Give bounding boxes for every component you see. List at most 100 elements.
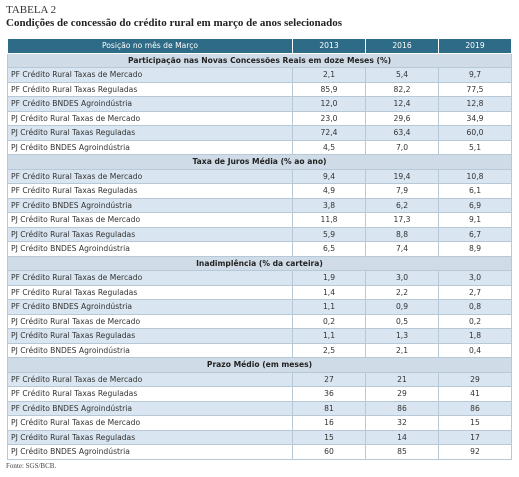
cell-value: 12,0 xyxy=(292,96,366,112)
row-label: PF Crédito Rural Taxas de Mercado xyxy=(7,168,293,184)
cell-value: 1,9 xyxy=(292,270,366,286)
source-note: Fonte: SGS/BCB. xyxy=(6,462,57,470)
cell-value: 12,8 xyxy=(438,96,512,112)
row-label: PJ Crédito BNDES Agroindústria xyxy=(7,342,293,358)
section-row: Participação nas Novas Concessões Reais … xyxy=(7,52,512,68)
data-row: PF Crédito BNDES Agroindústria 1,1 0,9 0,8 xyxy=(7,299,512,315)
table-title: Condições de concessão do crédito rural … xyxy=(6,17,343,29)
cell-value: 2,1 xyxy=(292,67,366,83)
cell-value: 92 xyxy=(438,444,512,460)
cell-value: 0,4 xyxy=(438,342,512,358)
row-label: PF Crédito Rural Taxas de Mercado xyxy=(7,67,293,83)
cell-value: 60 xyxy=(292,444,366,460)
section-title: Participação nas Novas Concessões Reais … xyxy=(7,52,512,68)
row-label: PJ Crédito Rural Taxas de Mercado xyxy=(7,212,293,228)
cell-value: 60,0 xyxy=(438,125,512,141)
section-title: Inadimplência (% da carteira) xyxy=(7,255,512,271)
cell-value: 6,1 xyxy=(438,183,512,199)
cell-value: 17 xyxy=(438,429,512,445)
row-label: PJ Crédito Rural Taxas de Mercado xyxy=(7,313,293,329)
cell-value: 81 xyxy=(292,400,366,416)
row-label: PF Crédito Rural Taxas Reguladas xyxy=(7,386,293,402)
data-row: PJ Crédito Rural Taxas de Mercado 23,0 29,… xyxy=(7,110,512,126)
cell-value: 9,7 xyxy=(438,67,512,83)
row-label: PF Crédito BNDES Agroindústria xyxy=(7,400,293,416)
cell-value: 12,4 xyxy=(365,96,439,112)
cell-value: 19,4 xyxy=(365,168,439,184)
column-header: Posição no mês de Março xyxy=(7,38,293,54)
cell-value: 29 xyxy=(365,386,439,402)
data-row: PF Crédito Rural Taxas de Mercado 2,1 5,4 9… xyxy=(7,67,512,83)
cell-value: 9,4 xyxy=(292,168,366,184)
data-row: PJ Crédito BNDES Agroindústria 6,5 7,4 8,9 xyxy=(7,241,512,257)
cell-value: 8,9 xyxy=(438,241,512,257)
data-row: PF Crédito BNDES Agroindústria 81 86 86 xyxy=(7,400,512,416)
cell-value: 0,8 xyxy=(438,299,512,315)
cell-value: 3,0 xyxy=(365,270,439,286)
cell-value: 2,5 xyxy=(292,342,366,358)
cell-value: 0,5 xyxy=(365,313,439,329)
data-row: PJ Crédito Rural Taxas de Mercado 0,2 0,5 0… xyxy=(7,313,512,329)
data-row: PJ Crédito Rural Taxas Reguladas 72,4 63,4… xyxy=(7,125,512,141)
row-label: PJ Crédito Rural Taxas Reguladas xyxy=(7,226,293,242)
cell-value: 7,4 xyxy=(365,241,439,257)
table-label: TABELA 2 xyxy=(6,4,57,16)
header-row: Posição no mês de Março 2013 2016 2019 xyxy=(7,38,512,54)
cell-value: 3,0 xyxy=(438,270,512,286)
data-row: PJ Crédito Rural Taxas Reguladas 1,1 1,3 1,… xyxy=(7,328,512,344)
column-header: 2013 xyxy=(292,38,366,54)
cell-value: 36 xyxy=(292,386,366,402)
column-header: 2019 xyxy=(438,38,512,54)
cell-value: 29,6 xyxy=(365,110,439,126)
cell-value: 7,9 xyxy=(365,183,439,199)
cell-value: 5,1 xyxy=(438,139,512,155)
cell-value: 5,9 xyxy=(292,226,366,242)
cell-value: 16 xyxy=(292,415,366,431)
cell-value: 72,4 xyxy=(292,125,366,141)
cell-value: 15 xyxy=(292,429,366,445)
cell-value: 7,0 xyxy=(365,139,439,155)
data-row: PJ Crédito Rural Taxas Reguladas 5,9 8,8 6,… xyxy=(7,226,512,242)
cell-value: 4,9 xyxy=(292,183,366,199)
cell-value: 5,4 xyxy=(365,67,439,83)
data-row: PJ Crédito BNDES Agroindústria 2,5 2,1 0,4 xyxy=(7,342,512,358)
cell-value: 2,7 xyxy=(438,284,512,300)
row-label: PF Crédito Rural Taxas de Mercado xyxy=(7,371,293,387)
cell-value: 0,2 xyxy=(292,313,366,329)
cell-value: 17,3 xyxy=(365,212,439,228)
data-table: Posição no mês de Março 2013 2016 2019 Parti… xyxy=(7,38,512,460)
cell-value: 6,2 xyxy=(365,197,439,213)
row-label: PF Crédito Rural Taxas Reguladas xyxy=(7,284,293,300)
cell-value: 6,5 xyxy=(292,241,366,257)
row-label: PF Crédito BNDES Agroindústria xyxy=(7,197,293,213)
section-row: Taxa de Juros Média (% ao ano) xyxy=(7,154,512,170)
data-row: PF Crédito Rural Taxas Reguladas 1,4 2,2 2,… xyxy=(7,284,512,300)
column-header: 2016 xyxy=(365,38,439,54)
cell-value: 34,9 xyxy=(438,110,512,126)
row-label: PJ Crédito Rural Taxas Reguladas xyxy=(7,125,293,141)
row-label: PJ Crédito BNDES Agroindústria xyxy=(7,444,293,460)
data-row: PF Crédito Rural Taxas Reguladas 4,9 7,9 6,… xyxy=(7,183,512,199)
cell-value: 23,0 xyxy=(292,110,366,126)
data-row: PJ Crédito Rural Taxas Reguladas 15 14 17 xyxy=(7,429,512,445)
cell-value: 0,2 xyxy=(438,313,512,329)
cell-value: 86 xyxy=(365,400,439,416)
cell-value: 2,2 xyxy=(365,284,439,300)
cell-value: 86 xyxy=(438,400,512,416)
data-row: PJ Crédito BNDES Agroindústria 60 85 92 xyxy=(7,444,512,460)
cell-value: 2,1 xyxy=(365,342,439,358)
cell-value: 1,8 xyxy=(438,328,512,344)
section-title: Prazo Médio (em meses) xyxy=(7,357,512,373)
data-row: PJ Crédito Rural Taxas de Mercado 16 32 15 xyxy=(7,415,512,431)
row-label: PF Crédito BNDES Agroindústria xyxy=(7,299,293,315)
cell-value: 77,5 xyxy=(438,81,512,97)
cell-value: 9,1 xyxy=(438,212,512,228)
row-label: PJ Crédito BNDES Agroindústria xyxy=(7,241,293,257)
cell-value: 1,1 xyxy=(292,299,366,315)
cell-value: 1,4 xyxy=(292,284,366,300)
cell-value: 27 xyxy=(292,371,366,387)
data-row: PF Crédito Rural Taxas de Mercado 1,9 3,0 3… xyxy=(7,270,512,286)
cell-value: 3,8 xyxy=(292,197,366,213)
data-row: PF Crédito BNDES Agroindústria 3,8 6,2 6,9 xyxy=(7,197,512,213)
